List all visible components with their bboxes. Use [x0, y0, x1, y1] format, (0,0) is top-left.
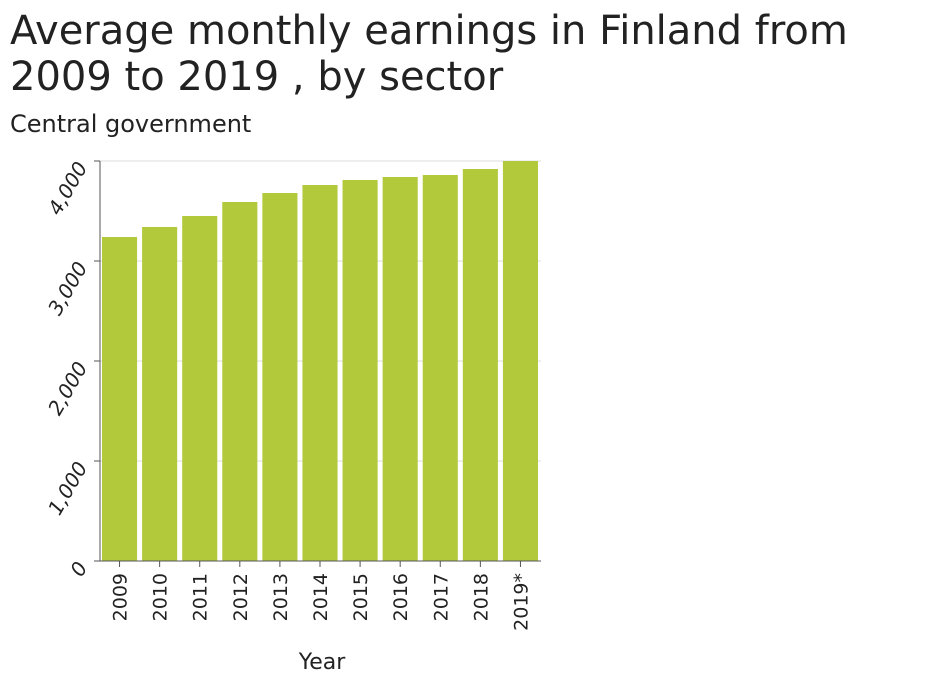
x-tick-label: 2012	[230, 573, 252, 621]
x-axis-label: Year	[298, 650, 347, 675]
x-tick-label: 2013	[270, 573, 292, 621]
bar-2017	[422, 175, 458, 561]
bar-2011	[182, 216, 218, 561]
bar-2009	[102, 237, 138, 561]
y-tick-label: 2,000	[43, 358, 92, 420]
x-tick-label: 2016	[390, 573, 412, 621]
axes	[94, 160, 541, 567]
y-tick-label: 3,000	[43, 258, 92, 320]
x-tick-label: 2009	[110, 573, 132, 621]
chart-subtitle: Central government	[10, 110, 252, 138]
bar-2010	[142, 227, 178, 561]
y-tick-label: 4,000	[43, 158, 92, 220]
bar-2013	[262, 193, 298, 561]
x-tick-labels: 2009 2010 2011 2012 2013 2014 2015 2016 2017 2018…	[110, 573, 533, 631]
chart-title: Average monthly earnings in Finland from…	[10, 8, 848, 100]
bar-2014	[302, 185, 338, 561]
y-tick-label: 0	[65, 558, 92, 581]
bar-2019	[502, 161, 538, 561]
bar-2015	[342, 180, 378, 561]
x-tick-label: 2014	[310, 573, 332, 621]
bar-2016	[382, 177, 418, 561]
bars	[102, 161, 538, 561]
x-tick-label: 2019*	[510, 573, 532, 631]
y-tick-label: 1,000	[43, 458, 92, 520]
x-tick-label: 2017	[430, 573, 452, 621]
x-tick-label: 2010	[150, 573, 172, 621]
x-tick-label: 2018	[470, 573, 492, 621]
bar-2012	[222, 202, 258, 561]
x-tick-label: 2015	[350, 573, 372, 621]
bar-2018	[462, 169, 498, 561]
x-tick-label: 2011	[190, 573, 212, 621]
y-tick-labels: 0 1,000 2,000 3,000 4,000	[43, 158, 92, 581]
